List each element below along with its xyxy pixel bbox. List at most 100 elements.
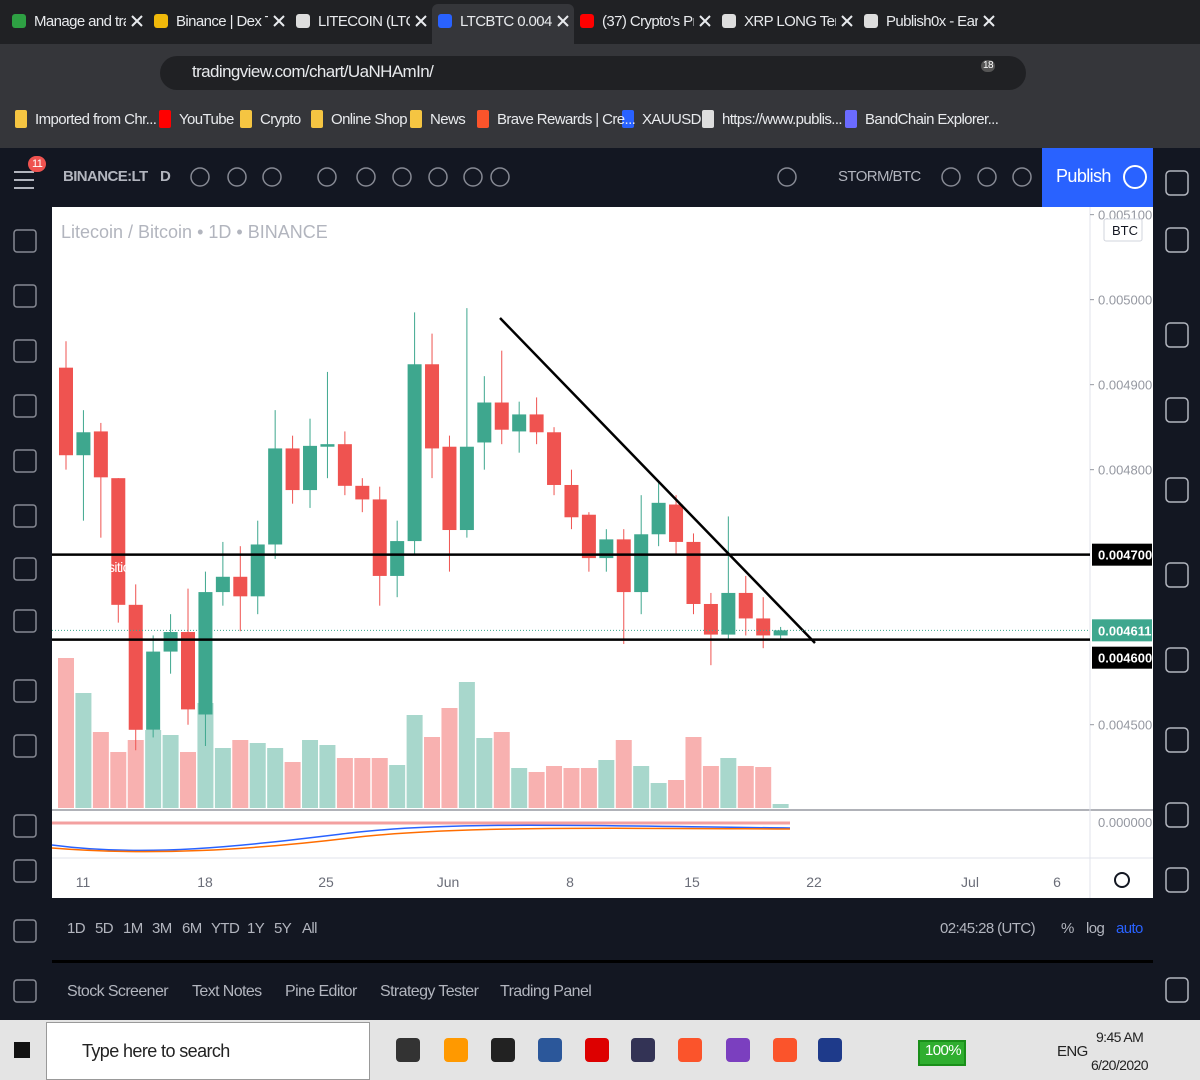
- candle-body: [268, 448, 283, 545]
- panel-bar: [52, 960, 1153, 1023]
- candle-body: [512, 414, 527, 432]
- bookmark[interactable]: Crypto: [260, 111, 301, 128]
- volume-bar: [406, 715, 423, 808]
- volume-bar: [354, 758, 371, 808]
- url[interactable]: tradingview.com/chart/UaNHAmIn/: [192, 62, 434, 81]
- panel-tab[interactable]: Pine Editor: [285, 983, 357, 1000]
- candle-body: [738, 592, 753, 619]
- candle-body: [773, 630, 788, 636]
- tab-title[interactable]: XRP LONG Term V: [744, 13, 836, 30]
- candle-body: [59, 367, 73, 456]
- candle-body: [181, 632, 196, 710]
- range-button[interactable]: 6M: [182, 920, 202, 937]
- bookmark-icon: [410, 110, 422, 128]
- tab-title[interactable]: Publish0x - Earn C: [886, 13, 978, 30]
- range-button[interactable]: YTD: [211, 920, 240, 937]
- tab-favicon: [864, 14, 878, 28]
- toolbar-icon: [941, 167, 961, 187]
- candle-body: [320, 444, 335, 447]
- bookmark[interactable]: YouTube: [179, 111, 234, 128]
- language: ENG: [1057, 1043, 1088, 1060]
- range-button[interactable]: 1M: [123, 920, 143, 937]
- volume-bar: [580, 768, 597, 808]
- battery: [918, 1040, 966, 1066]
- tool-icon: [13, 919, 37, 943]
- active-tab[interactable]: [432, 4, 574, 44]
- scale-option[interactable]: auto: [1116, 920, 1143, 937]
- volume-bar: [737, 766, 754, 808]
- bookmark[interactable]: Brave Rewards | Cre...: [497, 111, 636, 128]
- notification-badge: 11: [28, 156, 47, 172]
- scale-option[interactable]: %: [1061, 920, 1074, 937]
- search-placeholder[interactable]: Type here to search: [82, 1041, 230, 1061]
- volume-bar: [389, 765, 406, 808]
- x-tick-label: Jun: [437, 874, 460, 890]
- address-bar[interactable]: [160, 56, 1026, 90]
- candle-body: [355, 485, 370, 500]
- candle-body: [564, 484, 579, 518]
- volume-bar: [615, 740, 632, 808]
- bookmark[interactable]: https://www.publis...: [722, 111, 843, 128]
- panel-tab[interactable]: Stock Screener: [67, 983, 169, 1000]
- candle-body: [616, 539, 631, 593]
- tab-favicon: [12, 14, 26, 28]
- panel-tab[interactable]: Strategy Tester: [380, 983, 479, 1000]
- chart-area: [52, 207, 1153, 858]
- panel-tab[interactable]: Trading Panel: [500, 983, 592, 1000]
- tooltip-label: Long Position: [60, 559, 138, 575]
- bookmark[interactable]: XAUUSD: [642, 111, 702, 128]
- tab-favicon: [580, 14, 594, 28]
- tab-title[interactable]: LTCBTC 0.004611: [460, 13, 552, 30]
- tool-icon: [13, 504, 37, 528]
- bookmark[interactable]: BandChain Explorer...: [865, 111, 999, 128]
- side-icon: [1165, 647, 1189, 673]
- price-label: 0.004600: [1098, 651, 1152, 666]
- x-tick-label: 18: [197, 874, 213, 890]
- volume-bar: [75, 693, 92, 808]
- range-button[interactable]: 1Y: [247, 920, 265, 937]
- publish-button[interactable]: [1042, 148, 1153, 207]
- volume-bar: [249, 743, 266, 808]
- tab-strip: [0, 0, 1200, 44]
- bookmark[interactable]: Imported from Chr...: [35, 111, 157, 128]
- tab-close-icon: [841, 15, 853, 27]
- range-button[interactable]: 5Y: [274, 920, 292, 937]
- range-button[interactable]: 3M: [152, 920, 172, 937]
- right-toolbar: [1153, 148, 1200, 1020]
- symbol[interactable]: BINANCE:LT: [63, 168, 148, 185]
- tab-title[interactable]: Binance | Dex Track: [176, 13, 268, 30]
- candle-body: [233, 576, 248, 597]
- publish-label[interactable]: Publish: [1056, 166, 1111, 186]
- compare-symbol[interactable]: STORM/BTC: [838, 168, 921, 185]
- tab-title[interactable]: LITECOIN (LTC) Sh: [318, 13, 410, 30]
- range-button[interactable]: All: [302, 920, 317, 937]
- tab-close-icon: [983, 15, 995, 27]
- volume-bar: [267, 748, 284, 808]
- interval[interactable]: D: [160, 168, 171, 185]
- panel-tab[interactable]: Text Notes: [192, 983, 262, 1000]
- tab-title[interactable]: (37) Crypto's Price: [602, 13, 694, 30]
- toolbar-icon: [190, 167, 210, 187]
- tool-icon: [13, 339, 37, 363]
- volume-bar: [458, 682, 475, 808]
- extension-badge: 18: [981, 60, 995, 72]
- scale-option[interactable]: log: [1086, 920, 1105, 937]
- search-box[interactable]: [46, 1022, 370, 1080]
- volume-bar: [302, 740, 319, 808]
- volume-bar: [145, 730, 162, 808]
- bookmark[interactable]: Online Shop: [331, 111, 408, 128]
- volume-bar: [424, 737, 441, 808]
- candle-body: [163, 632, 178, 652]
- bookmark[interactable]: News: [430, 111, 466, 128]
- toolbar-icon: [977, 167, 997, 187]
- tab-title[interactable]: Manage and track: [34, 13, 126, 30]
- toolbar-icon: [392, 167, 412, 187]
- toolbar-icon: [227, 167, 247, 187]
- publish-arrow: [1123, 165, 1147, 189]
- range-button[interactable]: 5D: [95, 920, 114, 937]
- x-tick-label: 25: [318, 874, 334, 890]
- date: 6/20/2020: [1091, 1057, 1148, 1073]
- range-bar: [52, 898, 1153, 960]
- range-button[interactable]: 1D: [67, 920, 86, 937]
